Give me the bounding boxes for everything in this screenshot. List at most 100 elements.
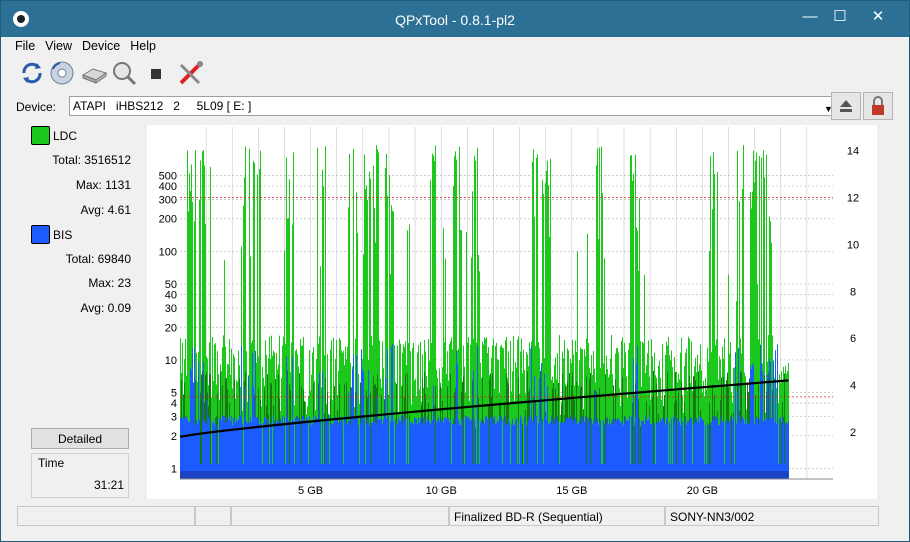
bis-bar [336, 419, 337, 479]
menu-device[interactable]: Device [82, 39, 121, 53]
bis-bar [569, 418, 570, 479]
bis-bar [347, 423, 348, 479]
ldc-bar [513, 335, 514, 479]
bis-bar [429, 421, 430, 479]
title-bar[interactable]: QPxTool - 0.8.1-pl2 — ☐ ✕ [1, 1, 909, 37]
drive-icon[interactable] [80, 59, 108, 87]
chevron-down-icon[interactable]: ▼ [824, 104, 833, 114]
ldc-bar [464, 366, 465, 479]
scan-icon[interactable] [110, 59, 138, 87]
bis-bar [185, 416, 186, 479]
bis-bar [438, 416, 439, 479]
refresh-icon[interactable] [18, 59, 46, 87]
ldc-bar [736, 301, 737, 479]
settings-tools-icon[interactable] [177, 59, 205, 87]
ldc-bar [665, 355, 666, 479]
minimize-button[interactable]: — [802, 8, 818, 25]
bis-bar [746, 423, 747, 479]
ldc-bar [766, 154, 767, 479]
bis-bar [553, 424, 554, 479]
ldc-bar [598, 239, 599, 479]
bis-bar [425, 423, 426, 479]
bis-bar [493, 418, 494, 479]
ldc-bar [434, 160, 435, 479]
bis-bar [766, 418, 767, 479]
bis-bar [428, 420, 429, 479]
bis-bar [197, 423, 198, 479]
ldc-bar [751, 208, 752, 479]
bis-bar [215, 419, 216, 479]
bis-bar [648, 420, 649, 479]
bis-bar [362, 369, 363, 479]
bis-bar [382, 424, 383, 479]
bis-bar [256, 417, 257, 479]
ldc-bar [520, 351, 521, 479]
bis-bar [572, 420, 573, 479]
ldc-bar [501, 344, 502, 479]
bis-bar [776, 423, 777, 479]
ldc-bar [343, 351, 344, 479]
bis-bar [417, 424, 418, 479]
bis-bar [240, 415, 241, 479]
bis-bar [460, 425, 461, 479]
eject-button[interactable] [831, 92, 861, 120]
bis-bar [486, 416, 487, 479]
y-left-tick-label: 4 [171, 398, 177, 410]
menu-help[interactable]: Help [130, 39, 156, 53]
disc-info-icon[interactable] [48, 59, 76, 87]
bis-bar [412, 423, 413, 479]
bis-bar [540, 420, 541, 479]
ldc-bar [557, 353, 558, 479]
bis-bar [358, 424, 359, 479]
bis-bar [627, 419, 628, 479]
ldc-bar [453, 186, 454, 479]
bis-bar [691, 417, 692, 479]
detailed-button[interactable]: Detailed [31, 428, 129, 449]
ldc-bar [253, 160, 254, 479]
maximize-button[interactable]: ☐ [833, 8, 847, 25]
bis-bar [732, 420, 733, 479]
ldc-bar [460, 229, 461, 479]
bis-bar [459, 424, 460, 479]
bis-bar [498, 421, 499, 479]
ldc-bar [243, 205, 244, 479]
ldc-bar [342, 352, 343, 479]
bis-bar [276, 422, 277, 479]
bis-bar [579, 419, 580, 479]
ldc-bar [417, 352, 418, 479]
ldc-bar [347, 346, 348, 479]
x-tick-label: 10 GB [426, 485, 457, 497]
bis-bar [539, 378, 540, 479]
ldc-bar [470, 344, 471, 479]
bis-bar [788, 420, 789, 479]
bis-bar [714, 419, 715, 479]
stop-icon[interactable] [142, 59, 170, 87]
bis-bar [730, 417, 731, 479]
bis-bar [649, 415, 650, 479]
ldc-bar [291, 342, 292, 479]
status-cell-2 [195, 506, 231, 526]
menu-view[interactable]: View [45, 39, 73, 53]
ldc-bar [632, 180, 633, 479]
ldc-bar [596, 165, 597, 480]
close-button[interactable]: ✕ [853, 7, 903, 27]
menu-bar: File View Device Help [10, 37, 896, 55]
bis-avg: Avg: 0.09 [80, 301, 131, 315]
bis-bar [450, 418, 451, 479]
bis-bar [250, 417, 251, 479]
ldc-bar [593, 350, 594, 479]
bis-bar [456, 350, 457, 479]
bis-bar [431, 420, 432, 479]
device-select[interactable]: ATAPI iHBS212 2 5L09 [ E: ] ▼ [69, 96, 837, 116]
menu-file[interactable]: File [15, 39, 36, 53]
bis-bar [719, 424, 720, 479]
bis-bar [281, 421, 282, 479]
bis-bar [700, 417, 701, 479]
time-box: Time 31:21 [31, 453, 129, 498]
ldc-bar [707, 347, 708, 479]
ldc-bar [369, 171, 370, 479]
ldc-bar [400, 343, 401, 479]
lock-button[interactable] [863, 92, 893, 120]
ldc-bar [757, 283, 758, 479]
ldc-bar [367, 199, 368, 479]
